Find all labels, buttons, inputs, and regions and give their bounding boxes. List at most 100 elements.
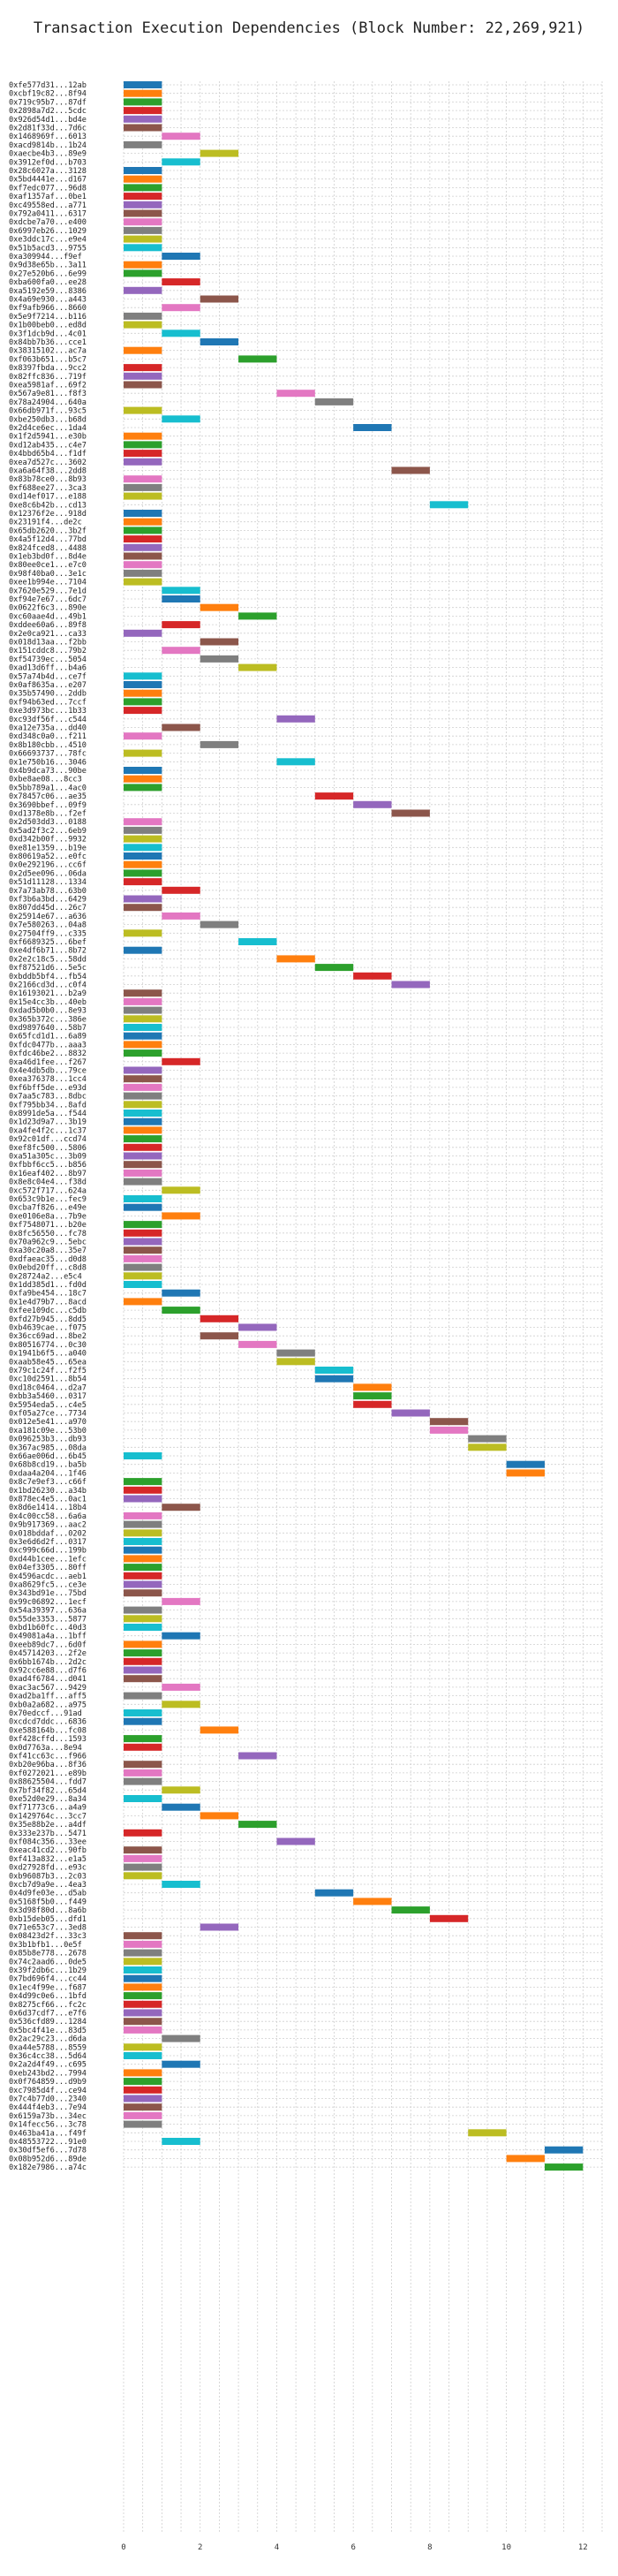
transaction-label: 0xfd27b945...8dd5 [9,1315,87,1324]
transaction-label: 0xea5981af...69f2 [9,382,87,390]
transaction-label: 0x2d5ee096...06da [9,869,87,878]
transaction-label: 0xeac41cd2...90fb [9,1846,87,1855]
transaction-bar [124,989,162,997]
transaction-label: 0x70edccf...91ad [9,1709,82,1718]
transaction-label: 0xf084c356...33ee [9,1838,87,1847]
transaction-label: 0xddee60a6...89f8 [9,621,87,630]
transaction-bar [124,775,162,783]
transaction-label: 0x82ffc836...719f [9,373,87,382]
transaction-bar [124,1195,162,1202]
transaction-label: 0xd348c0a0...f211 [9,732,87,741]
transaction-bar [162,133,200,140]
transaction-label: 0x3d98f80d...8a6b [9,1906,87,1915]
transaction-bar [468,1435,507,1443]
transaction-label: 0x55de3353...5877 [9,1615,87,1624]
transaction-label: 0xdcbe7a70...e400 [9,218,87,227]
transaction-label: 0x5168f5b0...f449 [9,1898,87,1906]
transaction-bar [124,218,162,226]
transaction-label: 0x2d4ce6ec...1da4 [9,424,87,433]
transaction-bar [506,1469,545,1477]
transaction-bar [124,2043,162,2051]
transaction-bar [124,1606,162,1614]
transaction-bar [124,1006,162,1014]
transaction-label: 0x4bbd65b4...f1df [9,450,87,458]
transaction-bar [162,621,200,629]
transaction-bar [124,1795,162,1802]
transaction-bar [162,1597,200,1605]
transaction-label: 0xaf1357af...0be1 [9,193,87,201]
transaction-bar [124,1246,162,1254]
x-tick-label: 4 [275,2543,279,2552]
transaction-label: 0xc49558ed...a771 [9,201,87,210]
transaction-label: 0x88625504...fdd7 [9,1778,87,1787]
transaction-label: 0x5e9f7214...b116 [9,313,87,322]
transaction-label: 0xef8fc500...5806 [9,1144,87,1153]
transaction-label: 0x36c4cc38...5d64 [9,2052,87,2061]
transaction-bar [391,981,430,989]
transaction-bar [124,997,162,1005]
transaction-bar [238,355,277,363]
transaction-label: 0x463ba41a...f49f [9,2129,87,2138]
transaction-label: 0x14fecc56...3c78 [9,2121,87,2130]
transaction-bar [468,1443,507,1451]
transaction-bar [162,595,200,602]
transaction-label: 0x30df5ef6...7d78 [9,2147,87,2156]
transaction-label: 0x018bddaf...0202 [9,1529,87,1538]
transaction-bar [162,2034,200,2042]
transaction-label: 0x018d13aa...f2bb [9,639,87,648]
transaction-bar [162,1683,200,1691]
transaction-label: 0x35b57490...2ddb [9,690,87,699]
transaction-label: 0xe3ddc17c...e9e4 [9,236,87,245]
transaction-label: 0x6997eb26...1029 [9,227,87,236]
transaction-bar [200,740,239,748]
transaction-bar [124,1624,162,1631]
x-tick-label: 2 [198,2543,202,2552]
transaction-label: 0x66693737...78fc [9,750,87,759]
transaction-bar [162,1881,200,1888]
transaction-bar [124,2095,162,2102]
transaction-bar [353,1898,392,1905]
transaction-bar [124,450,162,458]
transaction-bar [391,809,430,817]
transaction-label: 0xf3b6a3bd...6429 [9,896,87,905]
transaction-label: 0x4596acdc...aeb1 [9,1572,87,1581]
transaction-bar [124,698,162,706]
transaction-label: 0xad13d6ff...b4a6 [9,664,87,673]
transaction-bar [124,1152,162,1160]
transaction-label: 0x3912ef0d...b703 [9,158,87,167]
transaction-label: 0xba600fa0...ee28 [9,278,87,287]
transaction-label: 0xfdc46be2...8832 [9,1049,87,1058]
transaction-label: 0xa12e735a...dd40 [9,724,87,733]
transaction-label: 0x08b952d6...89de [9,2155,87,2163]
transaction-label: 0x1429764c...3cc7 [9,1812,87,1821]
transaction-bar [162,1057,200,1065]
transaction-label: 0x807dd45d...26c7 [9,904,87,913]
transaction-label: 0xe4df6b71...8b72 [9,947,87,956]
x-tick-label: 10 [501,2543,511,2552]
transaction-bar [124,1049,162,1057]
transaction-bar [124,1555,162,1563]
transaction-label: 0x80ee0ce1...e7c0 [9,561,87,570]
transaction-label: 0x1941b6f5...a040 [9,1350,87,1359]
transaction-label: 0x5ad2f3c2...6eb9 [9,827,87,836]
transaction-label: 0x28c6027a...3128 [9,167,87,176]
transaction-label: 0x444f4eb3...7e94 [9,2103,87,2112]
transaction-label: 0x536cfd89...1284 [9,2018,87,2027]
transaction-label: 0x85b8e778...2678 [9,1950,87,1959]
transaction-bar [276,715,315,723]
transaction-bar [124,1161,162,1169]
transaction-bar [124,852,162,860]
transaction-bar [238,612,277,620]
transaction-bar [124,81,162,88]
transaction-label: 0xe3d973bc...1b33 [9,707,87,716]
transaction-label: 0xf795bb34...8afd [9,1101,87,1110]
transaction-bar [124,767,162,774]
transaction-bar [124,2009,162,2017]
transaction-label: 0x0622f6c3...890e [9,604,87,613]
transaction-bar [124,1709,162,1716]
transaction-label: 0x48553722...91e0 [9,2138,87,2147]
transaction-bar [391,466,430,474]
transaction-label: 0x7620e529...7e1d [9,587,87,595]
transaction-bar [124,629,162,637]
